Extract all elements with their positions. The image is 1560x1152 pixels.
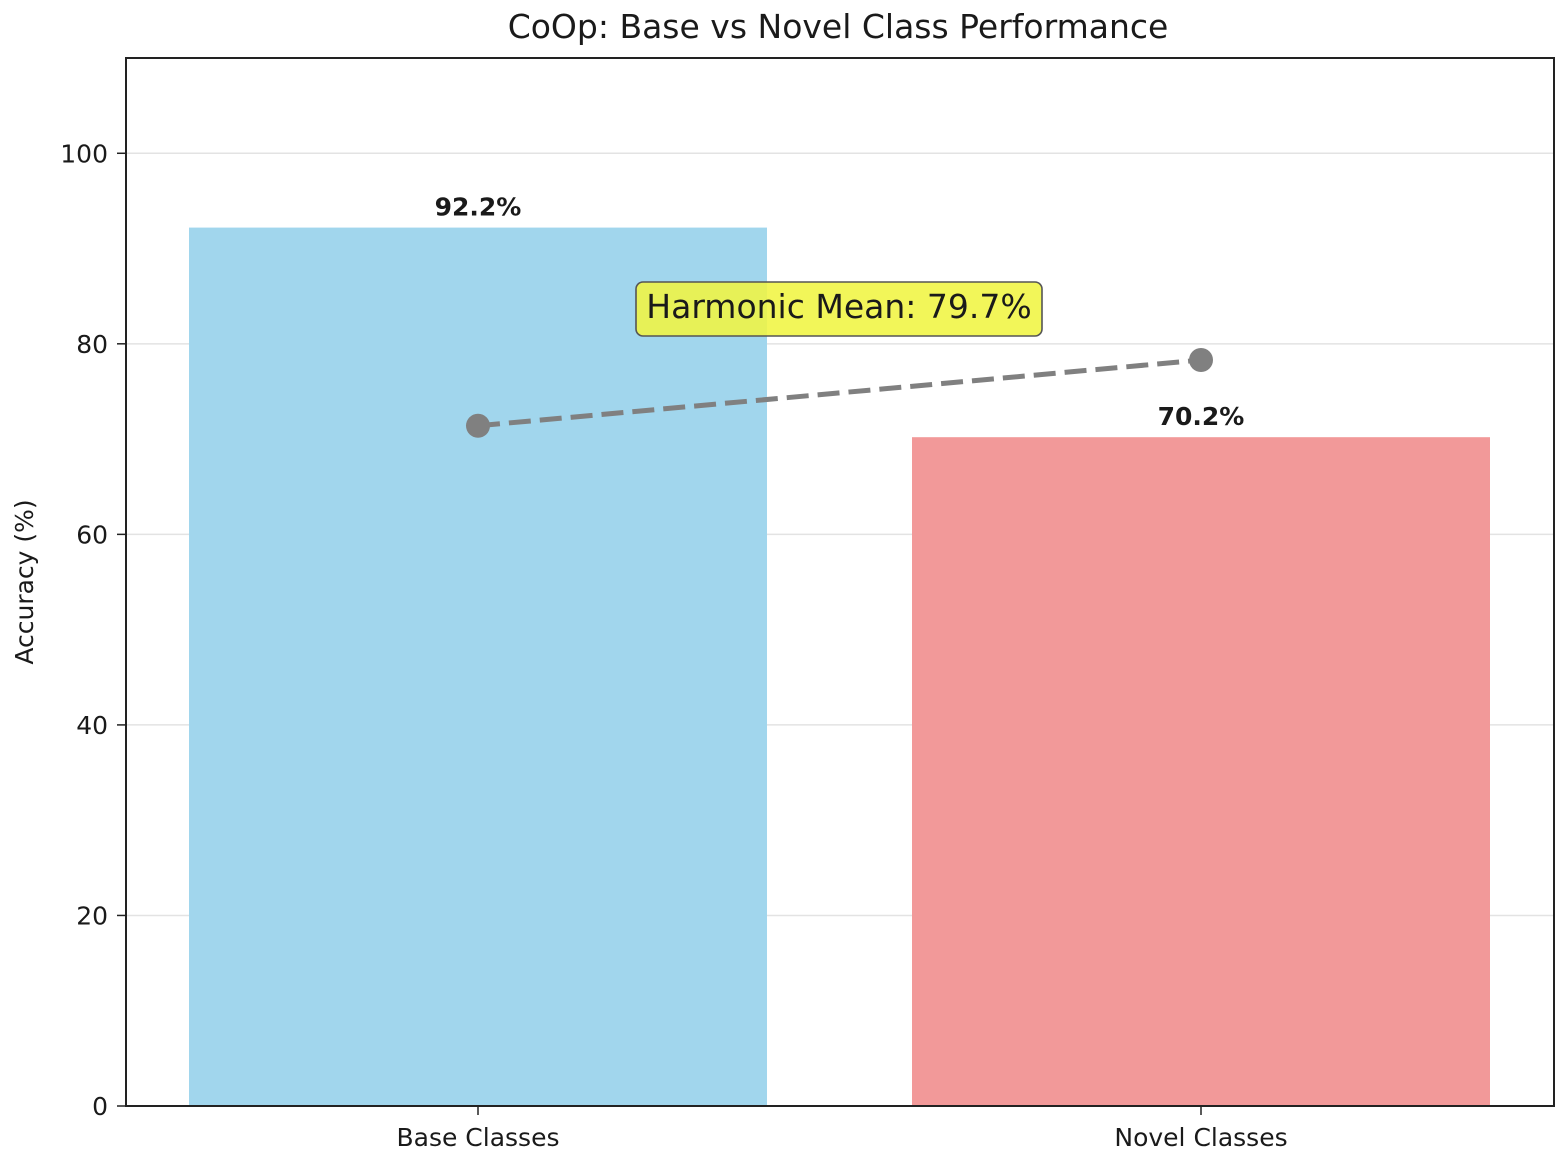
x-axis-ticks: Base Classes Novel Classes [396, 1106, 1288, 1152]
bars [189, 227, 1490, 1107]
y-tick-label: 60 [76, 520, 108, 549]
y-axis-label: Accuracy (%) [10, 499, 39, 664]
bar-value-label: 70.2% [1158, 402, 1245, 431]
y-tick-label: 80 [76, 330, 108, 359]
line-marker [1189, 348, 1213, 373]
bar [912, 437, 1490, 1107]
dashed-line [477, 357, 1202, 429]
y-tick-label: 0 [92, 1092, 108, 1121]
x-tick-label: Novel Classes [1114, 1123, 1287, 1152]
chart-title: CoOp: Base vs Novel Class Performance [508, 7, 1169, 46]
y-tick-label: 100 [60, 139, 108, 168]
y-tick-label: 20 [76, 901, 108, 930]
x-tick-label: Base Classes [396, 1123, 559, 1152]
y-axis-ticks: 0 20 40 60 80 100 [60, 139, 126, 1121]
plot-frame [125, 57, 1555, 1107]
line-marker [466, 413, 490, 438]
annotation-text: Harmonic Mean: 79.7% [646, 287, 1031, 326]
bar-value-labels: 92.2% 70.2% [435, 193, 1245, 432]
annotation-box [635, 281, 1043, 337]
harmonic-mean-annotation: Harmonic Mean: 79.7% [635, 281, 1043, 337]
bar [189, 227, 767, 1106]
bar-value-label: 92.2% [435, 193, 522, 222]
y-tick-label: 40 [76, 711, 108, 740]
trend-line [466, 348, 1213, 438]
